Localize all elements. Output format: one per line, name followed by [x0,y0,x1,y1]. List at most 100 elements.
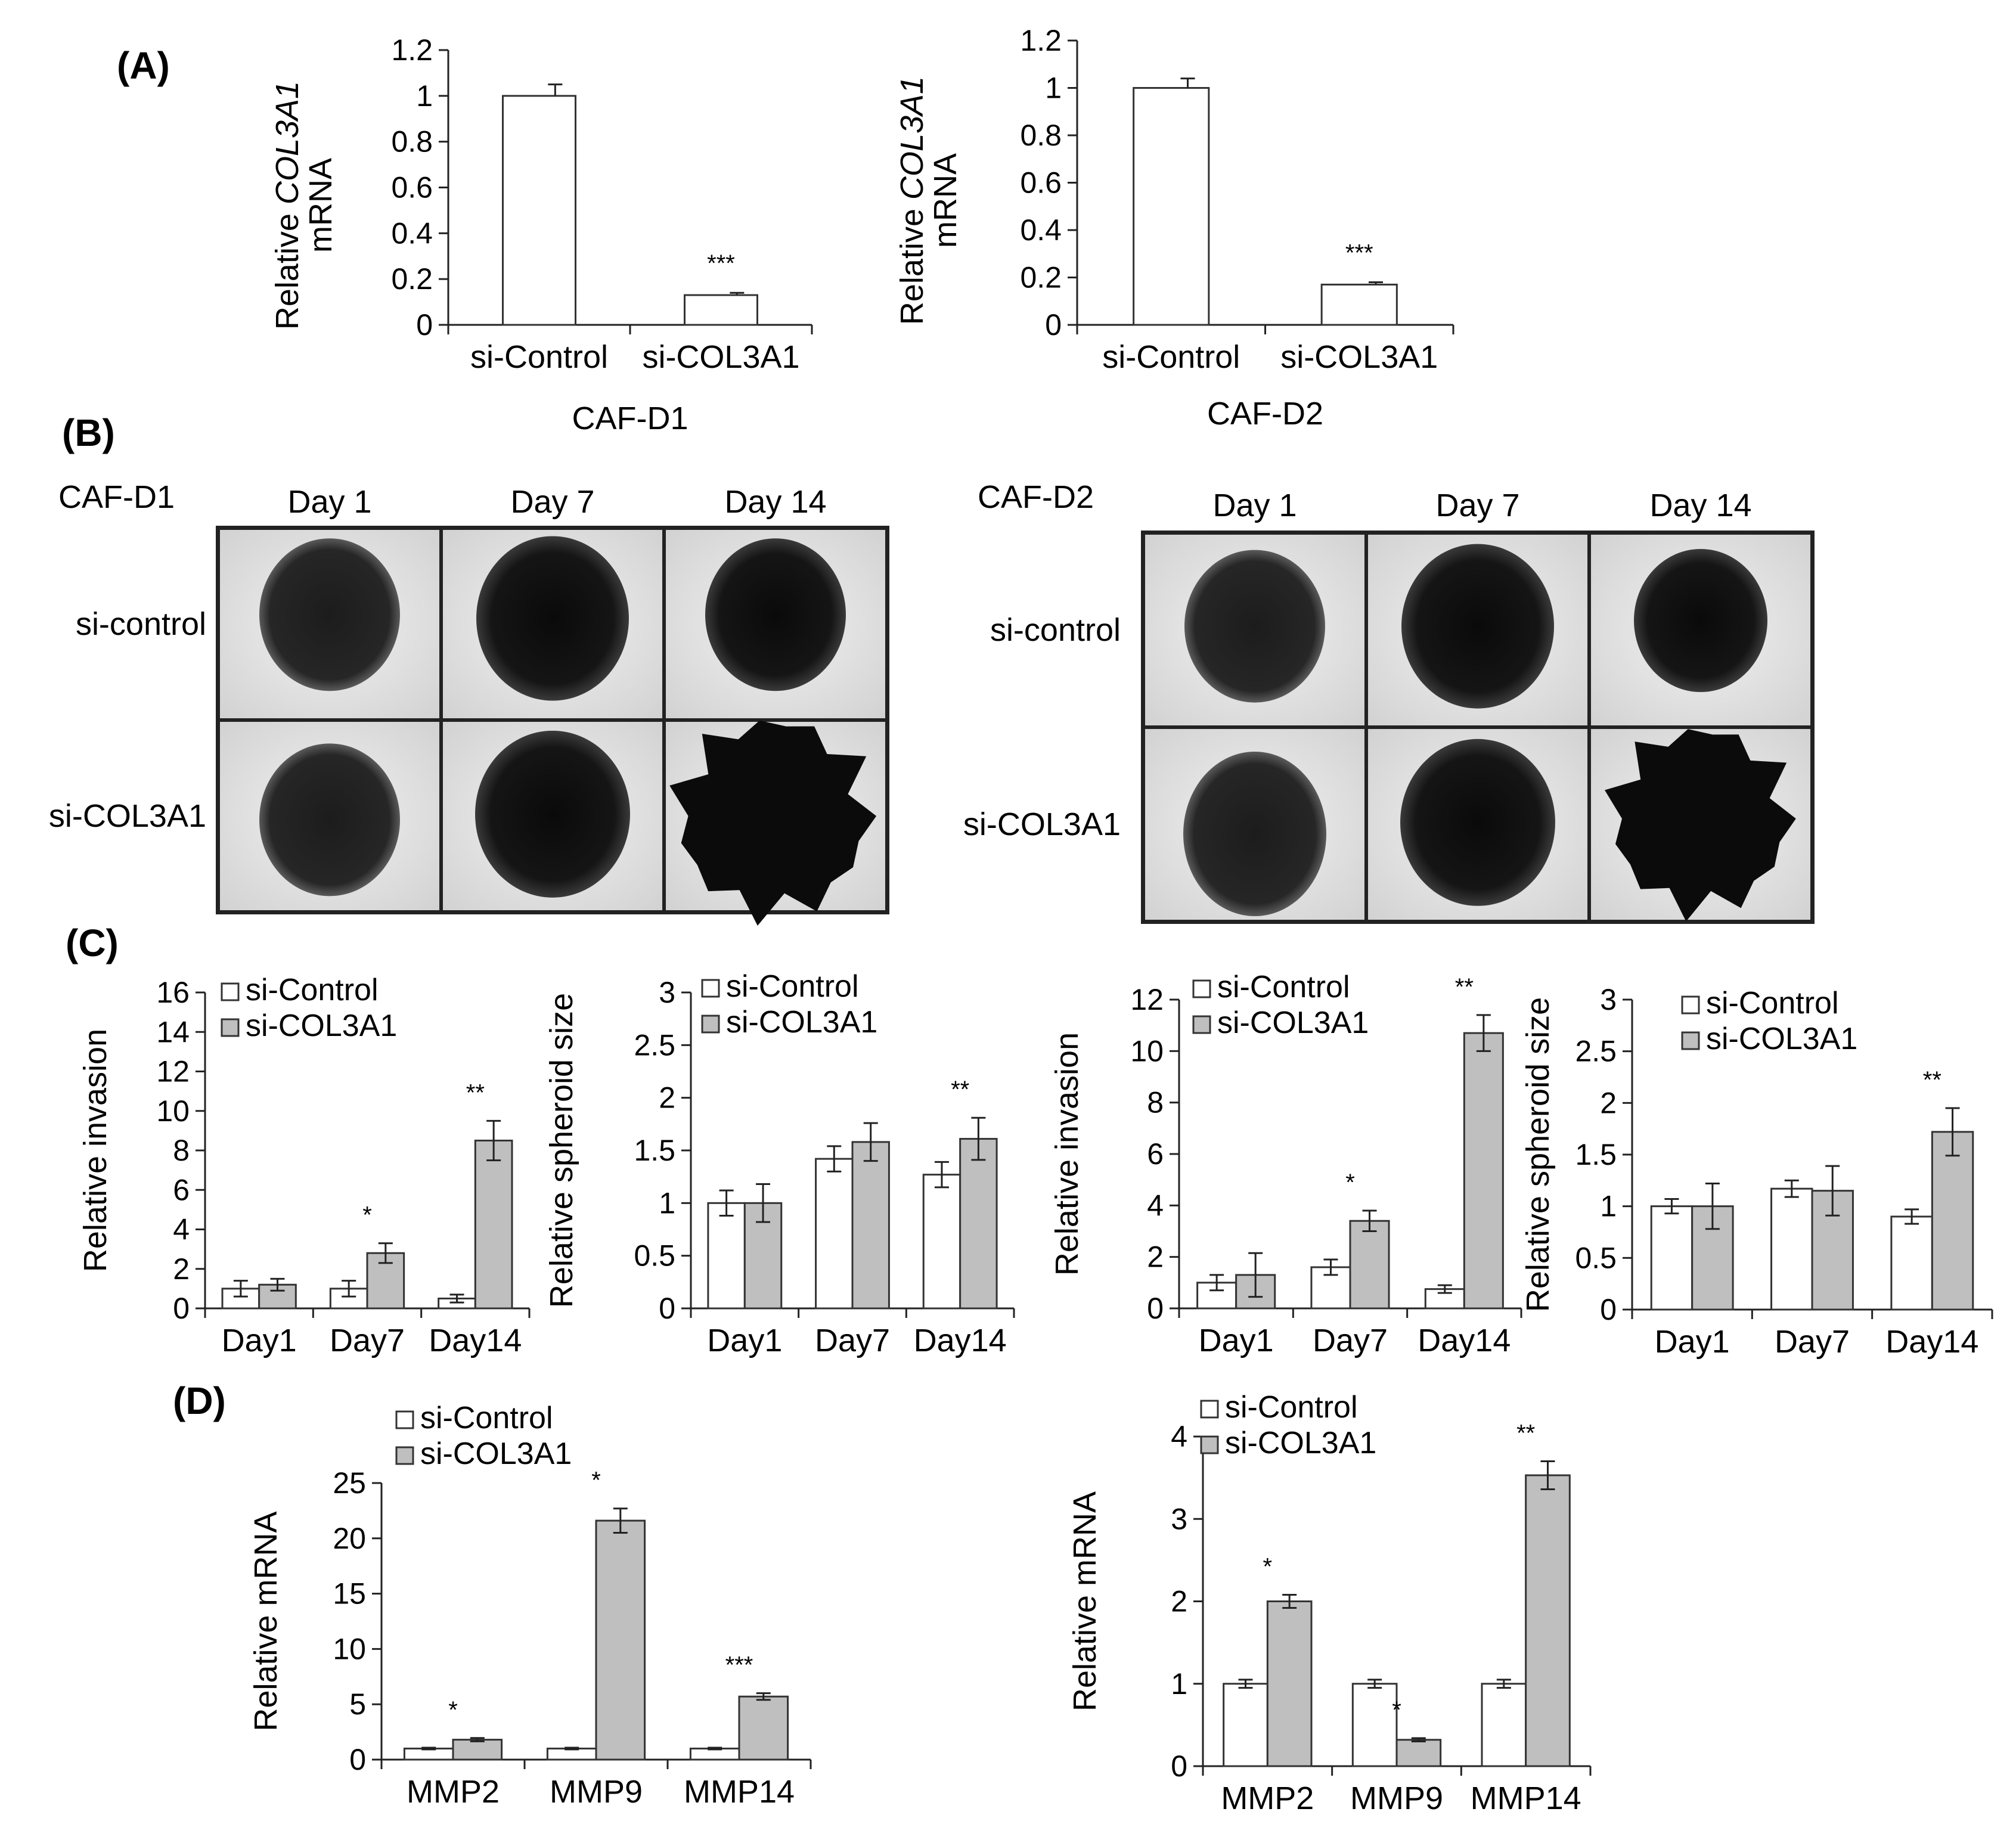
spheroid [705,538,846,691]
significance-stars: * [1263,1553,1273,1580]
x-tick-label: Day14 [1885,1324,1978,1360]
y-tick-label: 0.6 [1020,166,1062,200]
day-label: Day 7 [1435,488,1519,523]
y-tick-label: 0.2 [1020,261,1062,294]
bar-si-Control-MMP14 [1481,1683,1527,1767]
bar-si-COL3A1-MMP14 [738,1695,789,1761]
x-tick-label: Day1 [222,1323,297,1358]
x-tick-label: MMP2 [407,1774,500,1810]
x-tick-label: si-COL3A1 [1280,339,1438,375]
bar-si-Control-Day7 [1770,1187,1813,1311]
spheroid [1634,549,1767,692]
significance-stars: ** [1455,974,1474,1000]
y-tick-label: 1 [659,1186,675,1220]
day-label: Day 1 [287,484,371,520]
chart-c4-spheroid-size-caf-d2: 0 0.5 1 1.5 2 2.5 3 Day1 Day7 Day14 ** si-Controlsi… [1520,983,1993,1360]
y-axis-title: Relative spheroid size [1520,997,1556,1312]
legend-swatch-knockdown [701,1015,720,1034]
y-tick-label: 2 [1171,1585,1187,1618]
y-tick-label: 10 [333,1632,366,1665]
bar-si-Control [1133,87,1210,326]
legend-swatch-control [1192,979,1211,998]
legend-swatch-knockdown [1200,1435,1219,1454]
y-axis-title-gene: COL3A1 [894,76,930,200]
y-tick-label: 4 [1147,1189,1164,1222]
x-axis-title: CAF-D1 [572,401,688,436]
significance-stars: * [1345,1169,1355,1196]
y-axis-title-line2: mRNA [928,153,963,248]
y-tick-label: 2.5 [634,1028,675,1062]
x-tick-label: si-COL3A1 [642,339,799,375]
x-tick-label: MMP9 [550,1774,643,1810]
row-label: si-control [76,606,206,642]
bar-si-COL3A1-MMP14 [1525,1474,1571,1767]
legend-label-knockdown: si-COL3A1 [1217,1006,1369,1040]
x-tick-label: Day7 [1775,1324,1850,1360]
legend-swatch-knockdown [1192,1015,1211,1034]
y-tick-label: 4 [1171,1420,1187,1453]
panel-label-c: (C) [66,922,119,964]
significance-stars: ** [1516,1420,1535,1446]
legend-swatch-knockdown [395,1446,414,1465]
microscopy-grid-caf-d1: CAF-D1 Day 1 Day 7 Day 14 si-control si-COL3A… [49,479,889,926]
y-tick-label: 8 [173,1134,190,1167]
y-tick-label: 6 [173,1173,190,1206]
y-tick-label: 3 [1171,1502,1187,1535]
y-axis-title-line2: mRNA [303,158,339,253]
x-tick-label: Day14 [1418,1323,1511,1358]
day-label: Day 14 [724,484,826,520]
legend-label-control: si-Control [1217,970,1350,1004]
chart-c2-spheroid-size-caf-d1: 0 0.5 1 1.5 2 2.5 3 Day1 Day7 Day14 ** si-Controlsi… [544,969,1015,1358]
y-tick-label: 0.5 [1575,1241,1617,1274]
significance-stars: *** [725,1652,753,1679]
y-tick-label: 0 [416,308,433,342]
y-tick-label: 16 [156,976,190,1009]
y-tick-label: 2.5 [1575,1035,1617,1068]
bar-si-COL3A1 [1320,283,1398,326]
bar-si-COL3A1-Day7 [851,1141,890,1310]
day-label: Day 7 [510,484,594,520]
y-tick-label: 1.2 [391,33,433,67]
legend-swatch-control [395,1410,414,1429]
y-tick-label: 0.4 [1020,213,1062,247]
x-tick-label: MMP9 [1350,1780,1443,1816]
y-tick-label: 1 [416,79,433,113]
x-tick-label: si-Control [470,339,608,375]
microscopy-title: CAF-D1 [58,479,175,515]
x-tick-label: MMP14 [1471,1780,1581,1816]
significance-stars: ** [1923,1067,1941,1093]
significance-stars: *** [707,250,735,277]
y-axis-title: Relative COL3A1 [894,76,930,325]
row-label: si-control [990,612,1121,648]
y-axis-title: Relative invasion [77,1029,113,1272]
bar-si-COL3A1 [684,294,758,326]
bar-si-COL3A1-Day14 [474,1139,513,1310]
y-tick-label: 8 [1147,1086,1164,1119]
y-tick-label: 0 [349,1743,366,1776]
x-tick-label: Day14 [429,1323,522,1358]
bar-si-Control-Day1 [1650,1205,1694,1311]
x-tick-label: MMP14 [684,1774,795,1810]
bar-si-COL3A1-MMP9 [1395,1739,1442,1767]
x-tick-label: Day1 [1655,1324,1730,1360]
row-label: si-COL3A1 [49,798,206,834]
panel-label-b: (B) [62,411,115,454]
significance-stars: * [448,1697,458,1723]
bar-si-Control-Day7 [815,1158,854,1310]
spheroid [1400,739,1555,906]
y-tick-label: 0 [1045,308,1062,342]
y-tick-label: 4 [173,1213,190,1246]
y-tick-label: 15 [333,1577,366,1611]
y-tick-label: 6 [1147,1137,1164,1171]
y-tick-label: 20 [333,1522,366,1555]
bar-si-COL3A1-MMP9 [595,1519,646,1761]
y-tick-label: 12 [156,1055,190,1088]
legend-swatch-control [701,979,720,998]
y-tick-label: 0 [173,1292,190,1325]
y-tick-label: 12 [1130,983,1164,1016]
y-tick-label: 0.4 [391,216,433,250]
y-tick-label: 1.2 [1020,24,1062,57]
